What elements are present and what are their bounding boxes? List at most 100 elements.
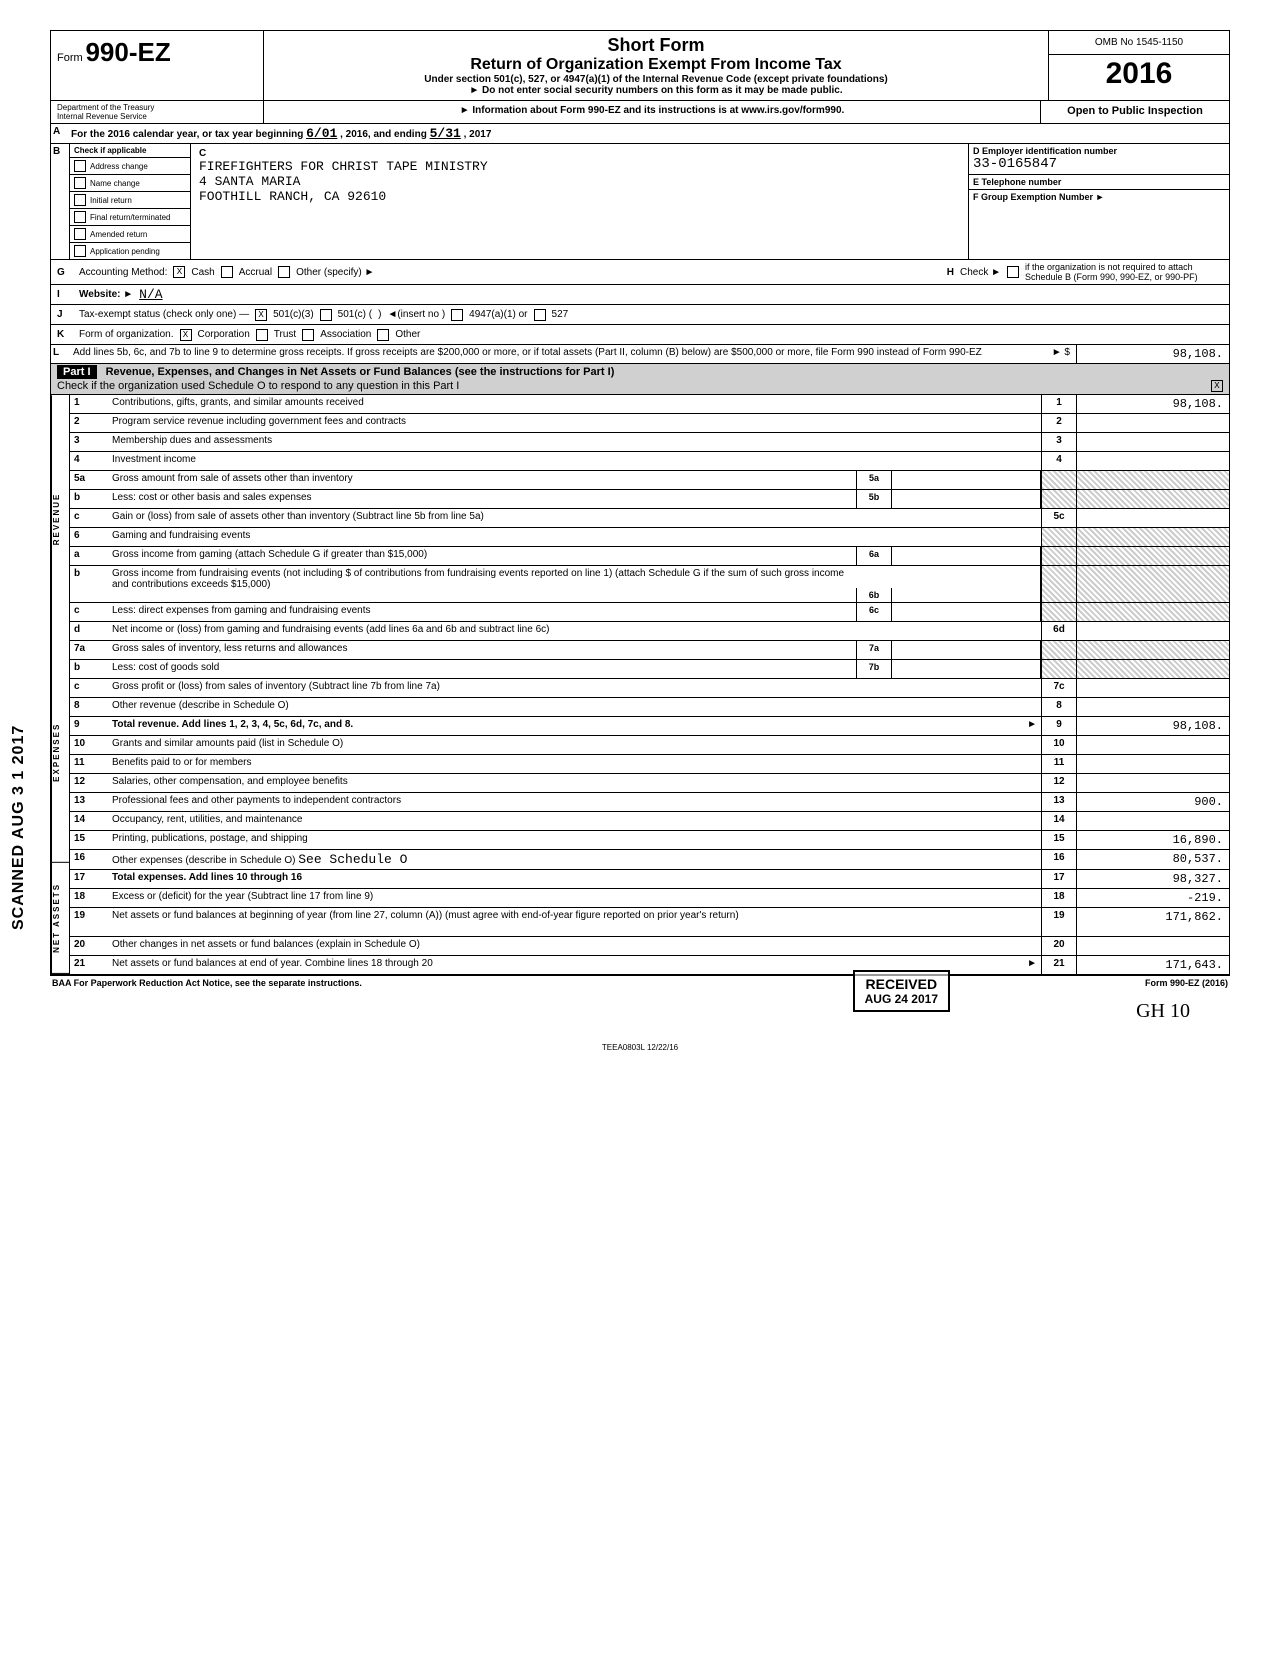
info-url: ► Information about Form 990-EZ and its …	[264, 101, 1040, 123]
part-1-label: Part I	[57, 365, 97, 379]
arrow-icon: ►	[1027, 719, 1037, 730]
ln7a-desc: Gross sales of inventory, less returns a…	[108, 641, 856, 659]
opt-corp: Corporation	[198, 329, 250, 340]
check-final[interactable]	[74, 211, 86, 223]
form-number: 990-EZ	[85, 37, 170, 67]
ln17-val: 98,327.	[1076, 870, 1229, 888]
ln3-desc: Membership dues and assessments	[108, 433, 1041, 451]
check-pending[interactable]	[74, 245, 86, 257]
org-addr1: 4 SANTA MARIA	[199, 174, 960, 189]
check-other-org[interactable]	[377, 329, 389, 341]
part-1-table: REVENUE EXPENSES NET ASSETS 1Contributio…	[50, 395, 1230, 975]
part-1-check-text: Check if the organization used Schedule …	[57, 380, 459, 392]
ln4-val	[1076, 452, 1229, 470]
ln21-no: 21	[70, 956, 108, 974]
check-trust[interactable]	[256, 329, 268, 341]
check-cash[interactable]: X	[173, 266, 185, 278]
ln4-desc: Investment income	[108, 452, 1041, 470]
check-name-label: Name change	[90, 179, 140, 188]
org-name: FIREFIGHTERS FOR CHRIST TAPE MINISTRY	[199, 159, 960, 174]
ln11-desc: Benefits paid to or for members	[108, 755, 1041, 773]
ln3-no: 3	[70, 433, 108, 451]
check-527[interactable]	[534, 309, 546, 321]
baa-right: Form 990-EZ (2016)	[1145, 978, 1228, 988]
public-inspection: Open to Public Inspection	[1040, 101, 1229, 123]
line-l: L Add lines 5b, 6c, and 7b to line 9 to …	[50, 345, 1230, 364]
form-prefix: Form	[57, 52, 83, 64]
check-column: Check if applicable Address change Name …	[70, 144, 191, 259]
stamp-date: AUG 24 2017	[865, 992, 938, 1006]
opt-501c3: 501(c)(3)	[273, 309, 314, 320]
opt-4947: 4947(a)(1) or	[469, 309, 527, 320]
line-k: K Form of organization. XCorporation Tru…	[50, 325, 1230, 345]
arrow-icon: ►	[1096, 192, 1105, 202]
cash-label: Cash	[191, 267, 214, 278]
ln2-desc: Program service revenue including govern…	[108, 414, 1041, 432]
line-a-label: For the 2016 calendar year, or tax year …	[71, 129, 303, 140]
ln6d-no: d	[70, 622, 108, 640]
check-other[interactable]	[278, 266, 290, 278]
side-revenue: REVENUE	[51, 395, 70, 642]
ln8-desc: Other revenue (describe in Schedule O)	[108, 698, 1041, 716]
ln5a-box: 5a	[856, 471, 892, 489]
ln1-no: 1	[70, 395, 108, 413]
ln5b-box: 5b	[856, 490, 892, 508]
ln15-val: 16,890.	[1076, 831, 1229, 849]
ln19-no: 19	[70, 908, 108, 936]
ln7c-desc: Gross profit or (loss) from sales of inv…	[108, 679, 1041, 697]
ln7c-val	[1076, 679, 1229, 697]
ln12-val	[1076, 774, 1229, 792]
ln16-desc: Other expenses (describe in Schedule O)	[112, 855, 295, 866]
ln13-desc: Professional fees and other payments to …	[108, 793, 1041, 811]
handwritten-note: GH 10	[50, 1000, 1230, 1023]
ln5a-no: 5a	[70, 471, 108, 489]
ln21-desc: Net assets or fund balances at end of ye…	[112, 958, 433, 969]
check-4947[interactable]	[451, 309, 463, 321]
ln6b-desc: Gross income from fundraising events (no…	[112, 568, 351, 579]
stamp-received: RECEIVED	[865, 976, 938, 992]
ln5b-desc: Less: cost or other basis and sales expe…	[108, 490, 856, 508]
ln19-val: 171,862.	[1076, 908, 1229, 936]
ln6d-rn: 6d	[1041, 622, 1076, 640]
ln7b-desc: Less: cost of goods sold	[108, 660, 856, 678]
irs-label: Internal Revenue Service	[57, 112, 257, 121]
h-label: Check ►	[960, 267, 1001, 278]
ein-value: 33-0165847	[973, 156, 1225, 172]
org-addr2: FOOTHILL RANCH, CA 92610	[199, 189, 960, 204]
check-corp[interactable]: X	[180, 329, 192, 341]
line-l-text: Add lines 5b, 6c, and 7b to line 9 to de…	[69, 345, 1046, 363]
tax-status-label: Tax-exempt status (check only one) —	[79, 309, 249, 320]
ln5b-no: b	[70, 490, 108, 508]
check-amended[interactable]	[74, 228, 86, 240]
check-schedule-o[interactable]: X	[1211, 380, 1223, 392]
check-sched-b[interactable]	[1007, 266, 1019, 278]
check-assoc[interactable]	[302, 329, 314, 341]
check-501c[interactable]	[320, 309, 332, 321]
check-name[interactable]	[74, 177, 86, 189]
ln13-val: 900.	[1076, 793, 1229, 811]
check-address[interactable]	[74, 160, 86, 172]
ln8-val	[1076, 698, 1229, 716]
opt-assoc: Association	[320, 329, 371, 340]
ln9-desc: Total revenue. Add lines 1, 2, 3, 4, 5c,…	[112, 719, 353, 730]
ln6-desc: Gaming and fundraising events	[108, 528, 1041, 546]
ln16-val: 80,537.	[1076, 850, 1229, 869]
check-accrual[interactable]	[221, 266, 233, 278]
check-initial-label: Initial return	[90, 196, 132, 205]
ln6a-desc: Gross income from gaming (attach Schedul…	[108, 547, 856, 565]
ln6b-no: b	[70, 566, 108, 602]
check-amended-label: Amended return	[90, 230, 147, 239]
title-main: Return of Organization Exempt From Incom…	[268, 56, 1044, 74]
line-a-mid: , 2016, and ending	[340, 129, 427, 140]
check-initial[interactable]	[74, 194, 86, 206]
ln4-no: 4	[70, 452, 108, 470]
ln7c-rn: 7c	[1041, 679, 1076, 697]
ln5c-val	[1076, 509, 1229, 527]
check-501c3[interactable]: X	[255, 309, 267, 321]
ln5c-rn: 5c	[1041, 509, 1076, 527]
ln6c-no: c	[70, 603, 108, 621]
line-l-arrow: ► $	[1046, 345, 1076, 363]
ln15-no: 15	[70, 831, 108, 849]
ln10-val	[1076, 736, 1229, 754]
ln20-val	[1076, 937, 1229, 955]
